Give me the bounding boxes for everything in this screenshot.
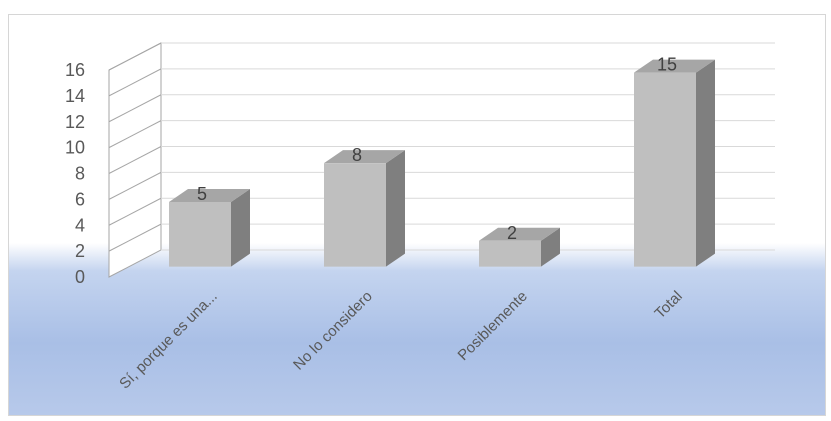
bar-front [324, 163, 386, 267]
y-tick-label: 10 [65, 138, 85, 158]
y-tick-label: 8 [75, 164, 85, 184]
y-tick-label: 2 [75, 241, 85, 261]
y-tick-label: 14 [65, 86, 85, 106]
bars: 5 8 2 15 [169, 55, 715, 267]
bar [169, 188, 250, 267]
bar-front [634, 72, 696, 267]
data-label: 2 [507, 223, 517, 243]
y-tick-label: 6 [75, 189, 85, 209]
y-tick-label: 12 [65, 112, 85, 132]
gridline-side [108, 68, 162, 97]
gridline-side [108, 94, 162, 123]
bar [324, 150, 405, 267]
category-label: Posiblemente [455, 288, 531, 364]
bar-top [169, 188, 250, 202]
bar-top [634, 59, 715, 73]
bar-front [479, 240, 541, 267]
bar-side [231, 188, 250, 267]
x-axis-labels: Sí, porque es una... No lo considero Posib… [116, 288, 686, 393]
chart-area: 0 2 4 6 8 10 12 14 16 5 8 2 15 Sí, porque es una...… [8, 14, 826, 416]
gridline-side [108, 171, 162, 200]
gridline-side [108, 197, 162, 226]
data-label: 8 [352, 145, 362, 165]
category-label: Total [651, 288, 685, 322]
bar [479, 227, 560, 267]
y-axis-ticks: 0 2 4 6 8 10 12 14 16 [65, 60, 85, 287]
data-label: 5 [197, 184, 207, 204]
y-tick-label: 16 [65, 60, 85, 80]
bar [634, 59, 715, 267]
bar-side [696, 59, 715, 267]
bar-chart: 0 2 4 6 8 10 12 14 16 5 8 2 15 Sí, porque es una...… [65, 42, 775, 393]
gridline-side [108, 223, 162, 252]
bar-front [169, 201, 231, 267]
bar-top [324, 150, 405, 164]
data-label: 15 [657, 55, 677, 75]
gridline-side [108, 42, 162, 71]
bar-top [479, 227, 560, 241]
bar-side [541, 227, 560, 267]
y-tick-label: 0 [75, 267, 85, 287]
gridline-side [108, 146, 162, 174]
gridline-side [108, 120, 162, 149]
category-label: Sí, porque es una... [116, 288, 221, 393]
category-label: No lo considero [290, 288, 376, 374]
y-tick-label: 4 [75, 215, 85, 235]
bar-side [386, 150, 405, 267]
